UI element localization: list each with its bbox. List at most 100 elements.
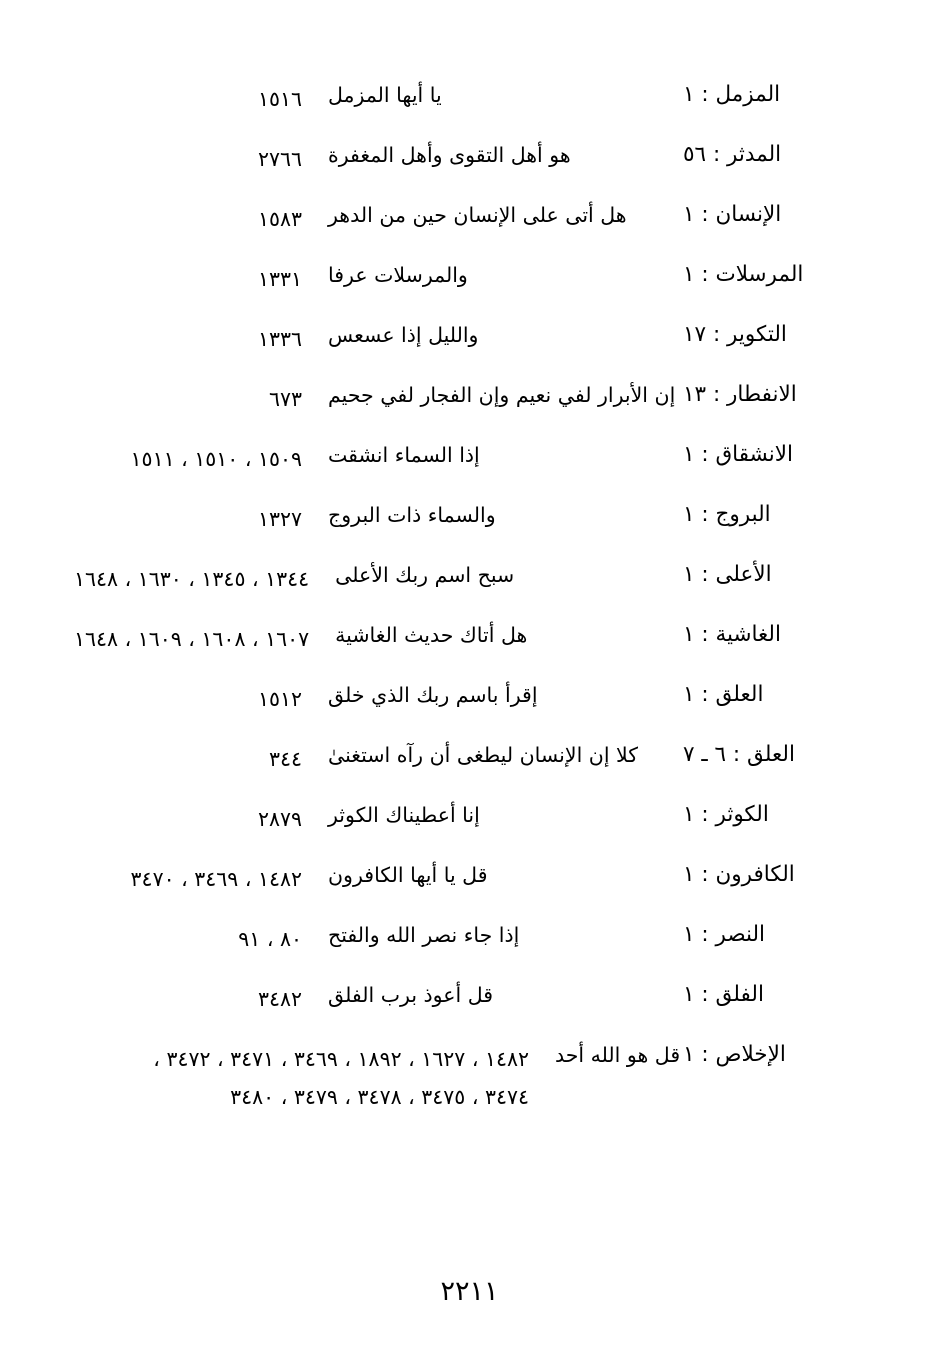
entry-surah-reference: النصر : ١ — [683, 918, 865, 950]
entry-page-numbers: ١٥٨٣ — [74, 198, 302, 238]
index-entry-row: الغاشية : ١ هل أتاك حديث الغاشية ١٦٠٧ ، ١٦… — [74, 618, 865, 678]
entry-surah-reference: المرسلات : ١ — [683, 258, 865, 290]
index-entry-row: الأعلى : ١ سبح اسم ربك الأعلى ١٣٤٤ ، ١٣٤٥ … — [74, 558, 865, 618]
entry-verse-text: كلا إن الإنسان ليطغى أن رآه استغنىٰ — [328, 743, 639, 767]
entry-verse-text: إن الأبرار لفي نعيم وإن الفجار لفي جحيم — [328, 383, 676, 407]
page-numbers-line: ١٣٣١ — [257, 267, 302, 291]
page-numbers-line: ٨٠ ، ٩١ — [238, 927, 302, 951]
entry-surah-reference: الكافرون : ١ — [683, 858, 865, 890]
page-numbers-line: ٢٨٧٩ — [257, 807, 302, 831]
page-number: ٢٢١١ — [440, 1276, 499, 1307]
entry-page-numbers: ١٦٠٧ ، ١٦٠٨ ، ١٦٠٩ ، ١٦٤٨ — [74, 618, 309, 658]
entry-verse-text: قل هو الله أحد — [555, 1043, 681, 1067]
entry-page-numbers: ١٥٠٩ ، ١٥١٠ ، ١٥١١ — [74, 438, 302, 478]
entry-page-numbers: ١٤٨٢ ، ٣٤٦٩ ، ٣٤٧٠ — [74, 858, 302, 898]
page-numbers-line: ١٤٨٢ ، ٣٤٦٩ ، ٣٤٧٠ — [130, 867, 302, 891]
entry-page-numbers: ١٥١٦ — [74, 78, 302, 118]
entry-verse-text: سبح اسم ربك الأعلى — [335, 563, 515, 587]
quran-index-table: المزمل : ١ يا أيها المزمل ١٥١٦ المدثر : ٥٦ ه… — [74, 78, 865, 1116]
page-numbers-line: ١٣٢٧ — [257, 507, 302, 531]
index-entry-row: العلق : ١ إقرأ باسم ربك الذي خلق ١٥١٢ — [74, 678, 865, 738]
surah-reference-label: الغاشية : ١ — [683, 622, 781, 647]
index-entry-row: الإنسان : ١ هل أتى على الإنسان حين من الد… — [74, 198, 865, 258]
surah-reference-label: البروج : ١ — [683, 502, 771, 527]
page-numbers-line: ٢٧٦٦ — [257, 147, 302, 171]
index-entry-row: المدثر : ٥٦ هو أهل التقوى وأهل المغفرة ٢٧٦… — [74, 138, 865, 198]
entry-page-numbers: ٣٤٤ — [74, 738, 302, 778]
entry-surah-reference: المدثر : ٥٦ — [683, 138, 865, 170]
entry-verse-text: هل أتاك حديث الغاشية — [335, 623, 528, 647]
index-entry-row: الكوثر : ١ إنا أعطيناك الكوثر ٢٨٧٩ — [74, 798, 865, 858]
entry-verse-text: والسماء ذات البروج — [328, 503, 496, 527]
entry-verse-text: إذا السماء انشقت — [328, 443, 480, 467]
entry-verse-text: إذا جاء نصر الله والفتح — [328, 923, 520, 947]
entry-surah-reference: المزمل : ١ — [683, 78, 865, 110]
surah-reference-label: النصر : ١ — [683, 922, 765, 947]
entry-verse-text: إنا أعطيناك الكوثر — [328, 803, 480, 827]
index-entry-row: الفلق : ١ قل أعوذ برب الفلق ٣٤٨٢ — [74, 978, 865, 1038]
entry-page-numbers: ١٣٤٤ ، ١٣٤٥ ، ١٦٣٠ ، ١٦٤٨ — [74, 558, 309, 598]
entry-surah-reference: البروج : ١ — [683, 498, 865, 530]
entry-verse-text: هو أهل التقوى وأهل المغفرة — [328, 143, 571, 167]
entry-surah-reference: الإخلاص : ١ — [683, 1038, 865, 1070]
index-entry-row: المرسلات : ١ والمرسلات عرفا ١٣٣١ — [74, 258, 865, 318]
page-numbers-line: ٣٤٤ — [268, 747, 302, 771]
entry-page-numbers: ١٣٣١ — [74, 258, 302, 298]
index-entry-row: المزمل : ١ يا أيها المزمل ١٥١٦ — [74, 78, 865, 138]
entry-page-numbers: ١٥١٢ — [74, 678, 302, 718]
surah-reference-label: العلق : ١ — [683, 682, 764, 707]
surah-reference-label: الأعلى : ١ — [683, 562, 772, 587]
entry-verse-text: والليل إذا عسعس — [328, 323, 479, 347]
entry-verse-text: إقرأ باسم ربك الذي خلق — [328, 683, 538, 707]
surah-reference-label: الانفطار : ١٣ — [683, 382, 797, 407]
entry-page-numbers: ٦٧٣ — [74, 378, 302, 418]
page-numbers-line: ٣٤٧٤ ، ٣٤٧٥ ، ٣٤٧٨ ، ٣٤٧٩ ، ٣٤٨٠ — [230, 1085, 529, 1109]
surah-reference-label: المدثر : ٥٦ — [683, 142, 782, 167]
page-numbers-line: ١٥٠٩ ، ١٥١٠ ، ١٥١١ — [130, 447, 302, 471]
index-entry-row: العلق : ٦ ـ ٧ كلا إن الإنسان ليطغى أن رآه… — [74, 738, 865, 798]
surah-reference-label: التكوير : ١٧ — [683, 322, 787, 347]
surah-reference-label: الكافرون : ١ — [683, 862, 795, 887]
entry-verse-text: قل أعوذ برب الفلق — [328, 983, 494, 1007]
page-numbers-line: ٣٤٨٢ — [257, 987, 302, 1011]
page-numbers-line: ١٥٨٣ — [257, 207, 302, 231]
surah-reference-label: الإنسان : ١ — [683, 202, 782, 227]
surah-reference-label: الإخلاص : ١ — [683, 1042, 786, 1067]
entry-page-numbers: ١٣٣٦ — [74, 318, 302, 358]
entry-page-numbers: ٢٧٦٦ — [74, 138, 302, 178]
index-entry-row: النصر : ١ إذا جاء نصر الله والفتح ٨٠ ، ٩١ — [74, 918, 865, 978]
entry-surah-reference: الانشقاق : ١ — [683, 438, 865, 470]
entry-verse-text: والمرسلات عرفا — [328, 263, 468, 287]
page-numbers-line: ١٥١٢ — [257, 687, 302, 711]
index-entry-row: الانفطار : ١٣ إن الأبرار لفي نعيم وإن الف… — [74, 378, 865, 438]
surah-reference-label: العلق : ٦ ـ ٧ — [683, 742, 795, 767]
entry-surah-reference: العلق : ١ — [683, 678, 865, 710]
entry-verse-text: قل يا أيها الكافرون — [328, 863, 488, 887]
entry-page-numbers: ٨٠ ، ٩١ — [74, 918, 302, 958]
index-entry-row: الانشقاق : ١ إذا السماء انشقت ١٥٠٩ ، ١٥١٠ … — [74, 438, 865, 498]
entry-surah-reference: الكوثر : ١ — [683, 798, 865, 830]
entry-verse-text: هل أتى على الإنسان حين من الدهر — [328, 203, 627, 227]
entry-surah-reference: التكوير : ١٧ — [683, 318, 865, 350]
index-entry-row: الإخلاص : ١ قل هو الله أحد ١٤٨٢ ، ١٦٢٧ ، ١… — [74, 1038, 865, 1116]
entry-page-numbers: ١٣٢٧ — [74, 498, 302, 538]
entry-surah-reference: الأعلى : ١ — [683, 558, 865, 590]
page-numbers-line: ١٣٣٦ — [257, 327, 302, 351]
entry-surah-reference: الإنسان : ١ — [683, 198, 865, 230]
entry-surah-reference: الانفطار : ١٣ — [683, 378, 865, 410]
page-numbers-line: ٦٧٣ — [268, 387, 302, 411]
surah-reference-label: الكوثر : ١ — [683, 802, 769, 827]
entry-verse-text: يا أيها المزمل — [328, 83, 442, 107]
entry-surah-reference: الغاشية : ١ — [683, 618, 865, 650]
entry-surah-reference: العلق : ٦ ـ ٧ — [683, 738, 865, 770]
page-numbers-line: ١٣٤٤ ، ١٣٤٥ ، ١٦٣٠ ، ١٦٤٨ — [74, 567, 310, 591]
index-entry-row: الكافرون : ١ قل يا أيها الكافرون ١٤٨٢ ، ٣٤… — [74, 858, 865, 918]
entry-page-numbers: ١٤٨٢ ، ١٦٢٧ ، ١٨٩٢ ، ٣٤٦٩ ، ٣٤٧١ ، ٣٤٧٢ … — [74, 1038, 529, 1116]
page-numbers-line: ١٤٨٢ ، ١٦٢٧ ، ١٨٩٢ ، ٣٤٦٩ ، ٣٤٧١ ، ٣٤٧٢ … — [153, 1047, 529, 1071]
entry-surah-reference: الفلق : ١ — [683, 978, 865, 1010]
page-numbers-line: ١٥١٦ — [257, 87, 302, 111]
surah-reference-label: المزمل : ١ — [683, 82, 781, 107]
surah-reference-label: الانشقاق : ١ — [683, 442, 793, 467]
index-entry-row: البروج : ١ والسماء ذات البروج ١٣٢٧ — [74, 498, 865, 558]
